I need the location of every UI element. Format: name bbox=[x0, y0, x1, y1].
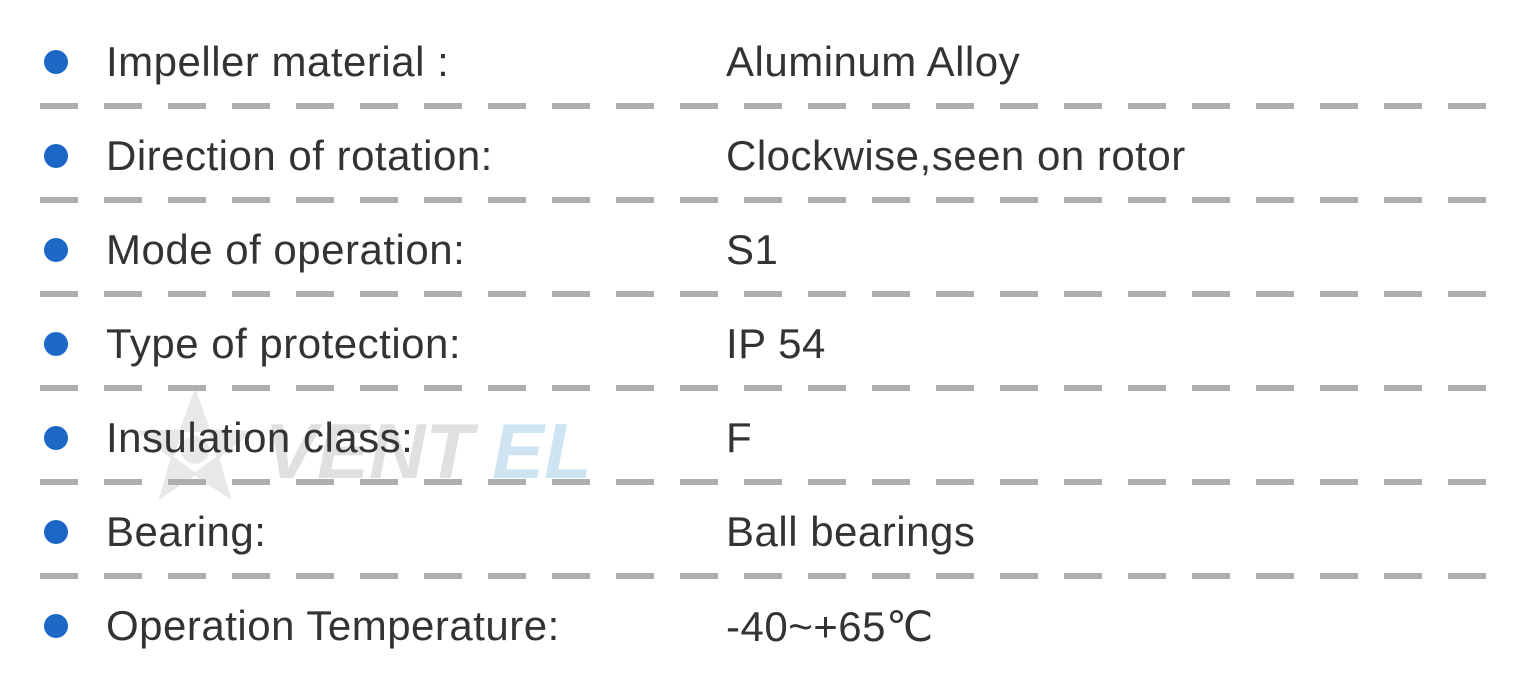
bullet-icon bbox=[44, 50, 68, 74]
spec-value: F bbox=[726, 414, 752, 462]
spec-list: Impeller material : Aluminum Alloy Direc… bbox=[0, 0, 1534, 673]
bullet-icon bbox=[44, 238, 68, 262]
spec-label: Insulation class: bbox=[106, 414, 726, 462]
spec-label: Mode of operation: bbox=[106, 226, 726, 274]
spec-row-insulation-class: Insulation class: F bbox=[40, 391, 1494, 485]
spec-row-mode-of-operation: Mode of operation: S1 bbox=[40, 203, 1494, 297]
spec-label: Bearing: bbox=[106, 508, 726, 556]
spec-row-operation-temperature: Operation Temperature: -40~+65℃ bbox=[40, 579, 1494, 673]
bullet-icon bbox=[44, 144, 68, 168]
spec-label: Impeller material : bbox=[106, 38, 726, 86]
spec-value: Ball bearings bbox=[726, 508, 975, 556]
spec-value: S1 bbox=[726, 226, 778, 274]
spec-row-bearing: Bearing: Ball bearings bbox=[40, 485, 1494, 579]
spec-value: IP 54 bbox=[726, 320, 826, 368]
spec-label: Type of protection: bbox=[106, 320, 726, 368]
spec-row-type-of-protection: Type of protection: IP 54 bbox=[40, 297, 1494, 391]
spec-row-impeller-material: Impeller material : Aluminum Alloy bbox=[40, 15, 1494, 109]
bullet-icon bbox=[44, 520, 68, 544]
spec-value: Aluminum Alloy bbox=[726, 38, 1020, 86]
bullet-icon bbox=[44, 426, 68, 450]
bullet-icon bbox=[44, 332, 68, 356]
spec-row-direction-of-rotation: Direction of rotation: Clockwise,seen on… bbox=[40, 109, 1494, 203]
bullet-icon bbox=[44, 614, 68, 638]
spec-value: Clockwise,seen on rotor bbox=[726, 132, 1186, 180]
spec-label: Direction of rotation: bbox=[106, 132, 726, 180]
spec-value: -40~+65℃ bbox=[726, 602, 934, 651]
spec-label: Operation Temperature: bbox=[106, 602, 726, 650]
